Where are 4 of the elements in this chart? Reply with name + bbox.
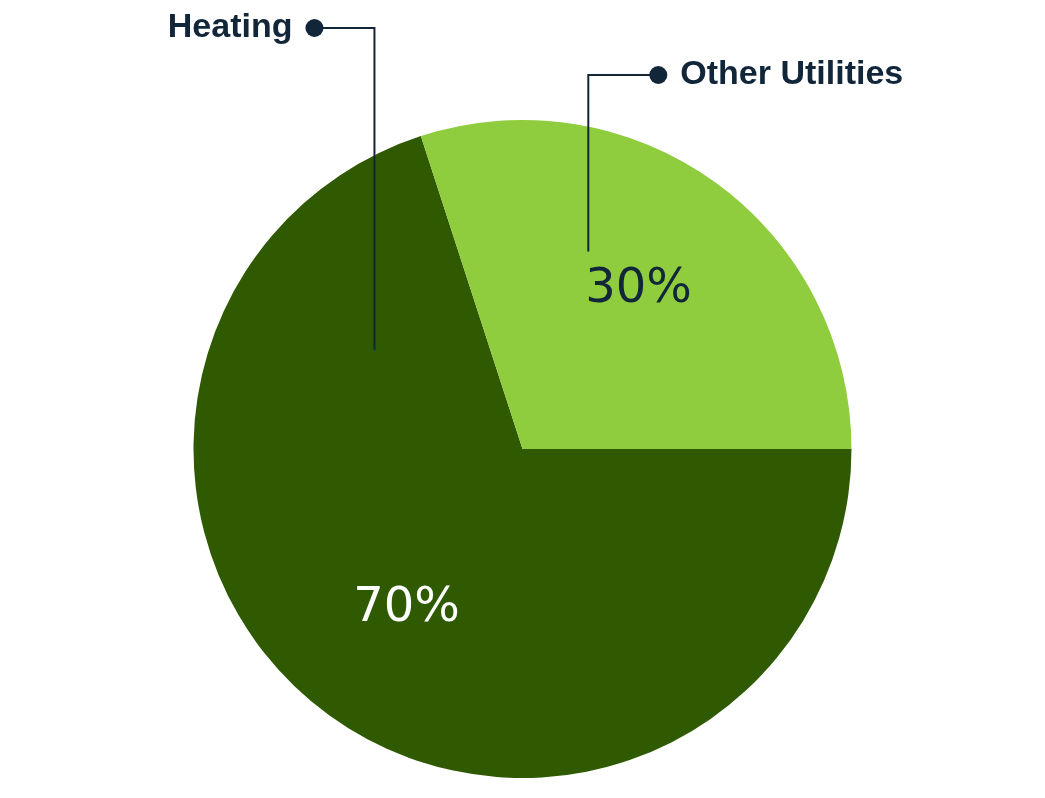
data-label: 70%	[353, 576, 460, 633]
slice-label: Other Utilities	[680, 53, 904, 92]
data-label: 30%	[585, 256, 692, 313]
slice-label: Heating	[167, 6, 293, 45]
